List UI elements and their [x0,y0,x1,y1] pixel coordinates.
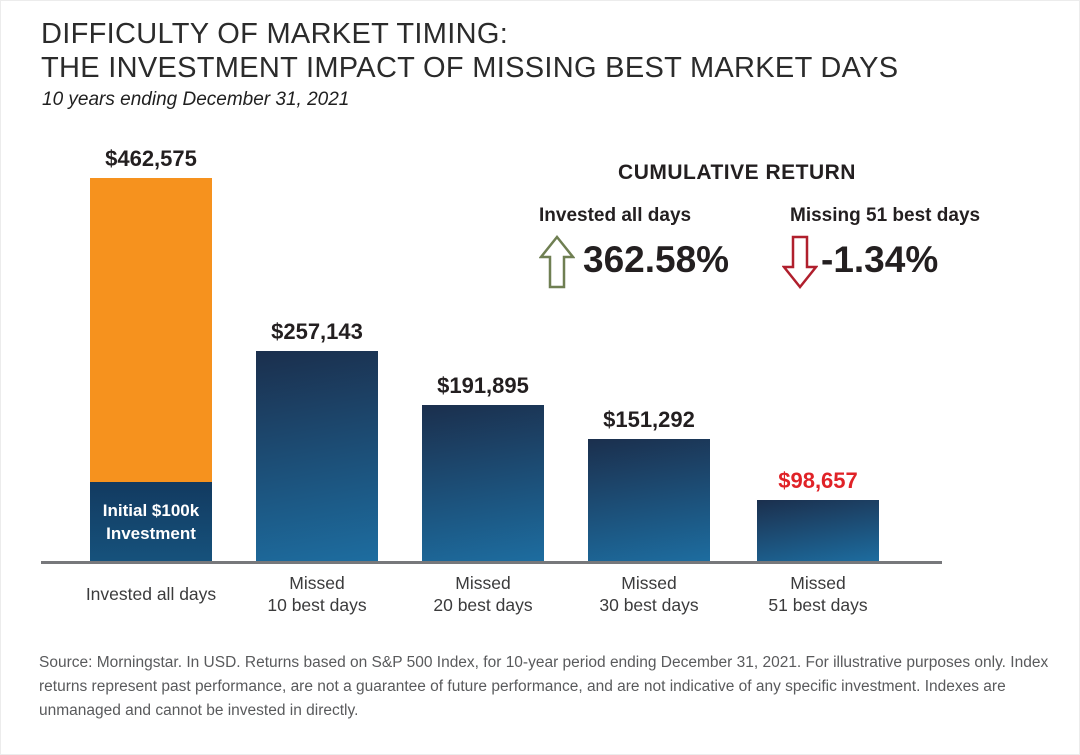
page-title-line1: DIFFICULTY OF MARKET TIMING: [41,18,509,50]
down-arrow-icon [782,235,818,289]
invested-all-days-return: 362.58% [583,239,730,280]
category-label-line: Missed [455,573,511,593]
source-disclaimer: Source: Morningstar. In USD. Returns bas… [39,654,1049,719]
missing-51-days-label: Missing 51 best days [790,205,981,226]
bar-invested-all-days: Initial $100k Investment [90,178,212,562]
bar-growth-segment [90,178,212,482]
initial-investment-label-line1: Initial $100k [102,501,200,520]
cumulative-return-heading: CUMULATIVE RETURN [618,161,856,184]
missing-51-days-return: -1.34% [821,239,939,280]
bar-value-label: $257,143 [271,319,363,344]
up-arrow-icon [539,235,575,289]
bar-value-label: $462,575 [105,146,197,171]
page-title: DIFFICULTY OF MARKET TIMING: THE INVESTM… [41,17,898,85]
category-label-line: 20 best days [433,595,533,615]
bar-value-label: $151,292 [603,407,695,432]
category-label: Missed 51 best days [728,571,908,617]
bar-missed-30-best-days [588,439,710,562]
category-label: Missed 30 best days [559,571,739,617]
page-subtitle: 10 years ending December 31, 2021 [42,89,350,110]
category-label-line: 10 best days [267,595,367,615]
bar-missed-51-best-days [757,500,879,562]
category-label-line: Missed [790,573,846,593]
category-label-line: Missed [289,573,345,593]
category-label-line: Invested all days [85,584,217,604]
category-label-line: Missed [621,573,677,593]
page-title-line2: THE INVESTMENT IMPACT OF MISSING BEST MA… [41,52,899,84]
bar-missed-10-best-days [256,351,378,562]
category-label-line: 51 best days [768,595,868,615]
bar-value-label-red: $98,657 [778,468,858,493]
invested-all-days-label: Invested all days [539,205,692,226]
bar-missed-20-best-days [422,405,544,562]
x-axis-line [41,561,942,564]
category-label: Missed 20 best days [393,571,573,617]
category-label-line: 30 best days [599,595,699,615]
category-label: Missed 10 best days [227,571,407,617]
initial-investment-label-line2: Investment [106,524,196,543]
category-label: Invested all days [61,571,241,617]
bar-value-label: $191,895 [437,373,529,398]
bar-initial-investment-segment: Initial $100k Investment [90,482,212,562]
